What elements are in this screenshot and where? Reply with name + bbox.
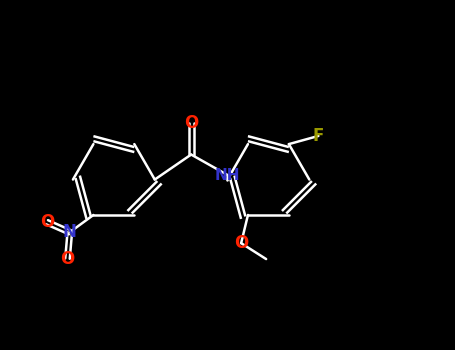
Text: F: F <box>313 127 324 145</box>
Text: O: O <box>184 114 198 132</box>
Text: O: O <box>61 250 75 268</box>
Text: O: O <box>234 234 248 252</box>
Text: O: O <box>40 213 54 231</box>
Text: N: N <box>63 223 77 241</box>
Text: NH: NH <box>215 168 240 182</box>
